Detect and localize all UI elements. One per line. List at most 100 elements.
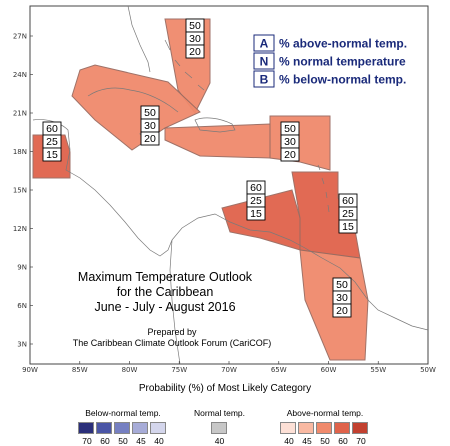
colorbar-swatch [298,422,314,434]
coastline-colombia-interior [169,239,181,365]
colorbar-tick: 40 [214,436,225,446]
coastline-bahamas [164,39,205,91]
probability-value: 60 [46,123,58,135]
legend-key-letter: N [260,55,269,69]
colorbar-swatch [210,422,227,434]
colorbar-swatch [150,422,166,434]
coastline-south-america [171,213,429,331]
colorbar-tick: 50 [118,436,128,446]
title-line: for the Caribbean [117,285,214,299]
colorbar-group-2: Above-normal temp. 40 45 50 60 70 [280,408,370,446]
probability-value: 60 [342,195,354,207]
latitude-label: 12N [13,225,27,233]
probability-cell [280,147,300,162]
legend-key-letter: A [260,37,269,51]
probability-value: 30 [189,33,201,45]
colorbar-swatch [280,422,296,434]
coastline-cuba [87,87,179,113]
longitude-label: 70W [221,366,237,374]
coastline-central-america [32,119,173,257]
colorbar-group-0: Below-normal temp. 70 60 50 45 40 [78,408,168,446]
colorbar-tick: 70 [82,436,92,446]
colorbar-swatch [352,422,368,434]
latitude-label: 6N [17,302,27,310]
probability-colorbar: Probability (%) of Most Likely Category … [0,375,450,446]
latitude-label: 24N [13,71,27,79]
colorbar-swatch [132,422,148,434]
legend-key-box [253,70,275,88]
probability-cell [338,219,358,234]
probability-value: 20 [284,149,296,161]
region-greater-antilles-east [164,123,271,159]
legend-key-a: A % above-normal temp. [253,34,407,52]
probability-cell [185,44,205,59]
probability-value: 30 [336,292,348,304]
longitude-label: 75W [171,366,187,374]
longitude-label: 85W [72,366,88,374]
colorbar-group-name: Above-normal temp. [286,408,364,418]
longitude-label: 90W [22,366,38,374]
probability-value: 25 [342,208,354,220]
probability-value: 15 [250,208,262,220]
probability-value: 50 [144,107,156,119]
title-line: June - July - August 2016 [94,300,235,314]
colorbar-tick: 60 [338,436,348,446]
legend-key-description: % below-normal temp. [279,73,406,87]
region-windward-islands [291,171,361,259]
colorbar-group-name: Below-normal temp. [85,408,161,418]
coastline-hispaniola [194,117,236,133]
legend-key-b: B % below-normal temp. [253,70,406,88]
colorbar-swatch [334,422,350,434]
colorbar-group-name: Normal temp. [194,408,246,418]
longitude-labels: 90W 85W 80W 75W 70W 65W 60W 55W 50W [22,361,436,374]
legend-key-box [253,34,275,52]
latitude-label: 21N [13,110,27,118]
probability-cell [140,131,160,146]
probability-cell [332,303,352,318]
latitude-labels: 27N 24N 21N 18N 15N 12N 9N 6N 3N [13,33,33,349]
title-line: Maximum Temperature Outlook [78,270,253,284]
colorbar-tick: 40 [284,436,294,446]
colorbar-swatch [96,422,112,434]
longitude-label: 55W [370,366,386,374]
legend-key-letter: B [260,73,269,87]
probability-value: 50 [189,20,201,32]
probability-value: 30 [144,120,156,132]
probability-value: 25 [250,195,262,207]
probability-value: 25 [46,136,58,148]
probability-value: 20 [336,305,348,317]
prepared-line: Prepared by [147,327,197,337]
colorbar-tick: 60 [100,436,110,446]
probability-value: 15 [46,149,58,161]
latitude-label: 15N [13,187,27,195]
colorbar-swatch [114,422,130,434]
colorbar-tick: 45 [302,436,312,446]
colorbar-group-1: Normal temp. 40 [194,408,245,446]
longitude-label: 60W [321,366,337,374]
colorbar-title: Probability (%) of Most Likely Category [138,383,312,394]
colorbar-tick: 70 [356,436,366,446]
colorbar-swatch [316,422,332,434]
latitude-label: 27N [13,33,27,41]
probability-value: 15 [342,221,354,233]
legend-key-box [253,52,275,70]
longitude-label: 65W [271,366,287,374]
latitude-label: 18N [13,148,27,156]
longitude-label: 80W [122,366,138,374]
latitude-label: 9N [17,264,27,272]
coastline-florida [127,5,151,73]
colorbar-tick: 50 [320,436,330,446]
probability-cell [246,206,266,221]
colorbar-tick: 45 [136,436,146,446]
legend-key-description: % normal temperature [279,55,406,69]
probability-value: 30 [284,136,296,148]
